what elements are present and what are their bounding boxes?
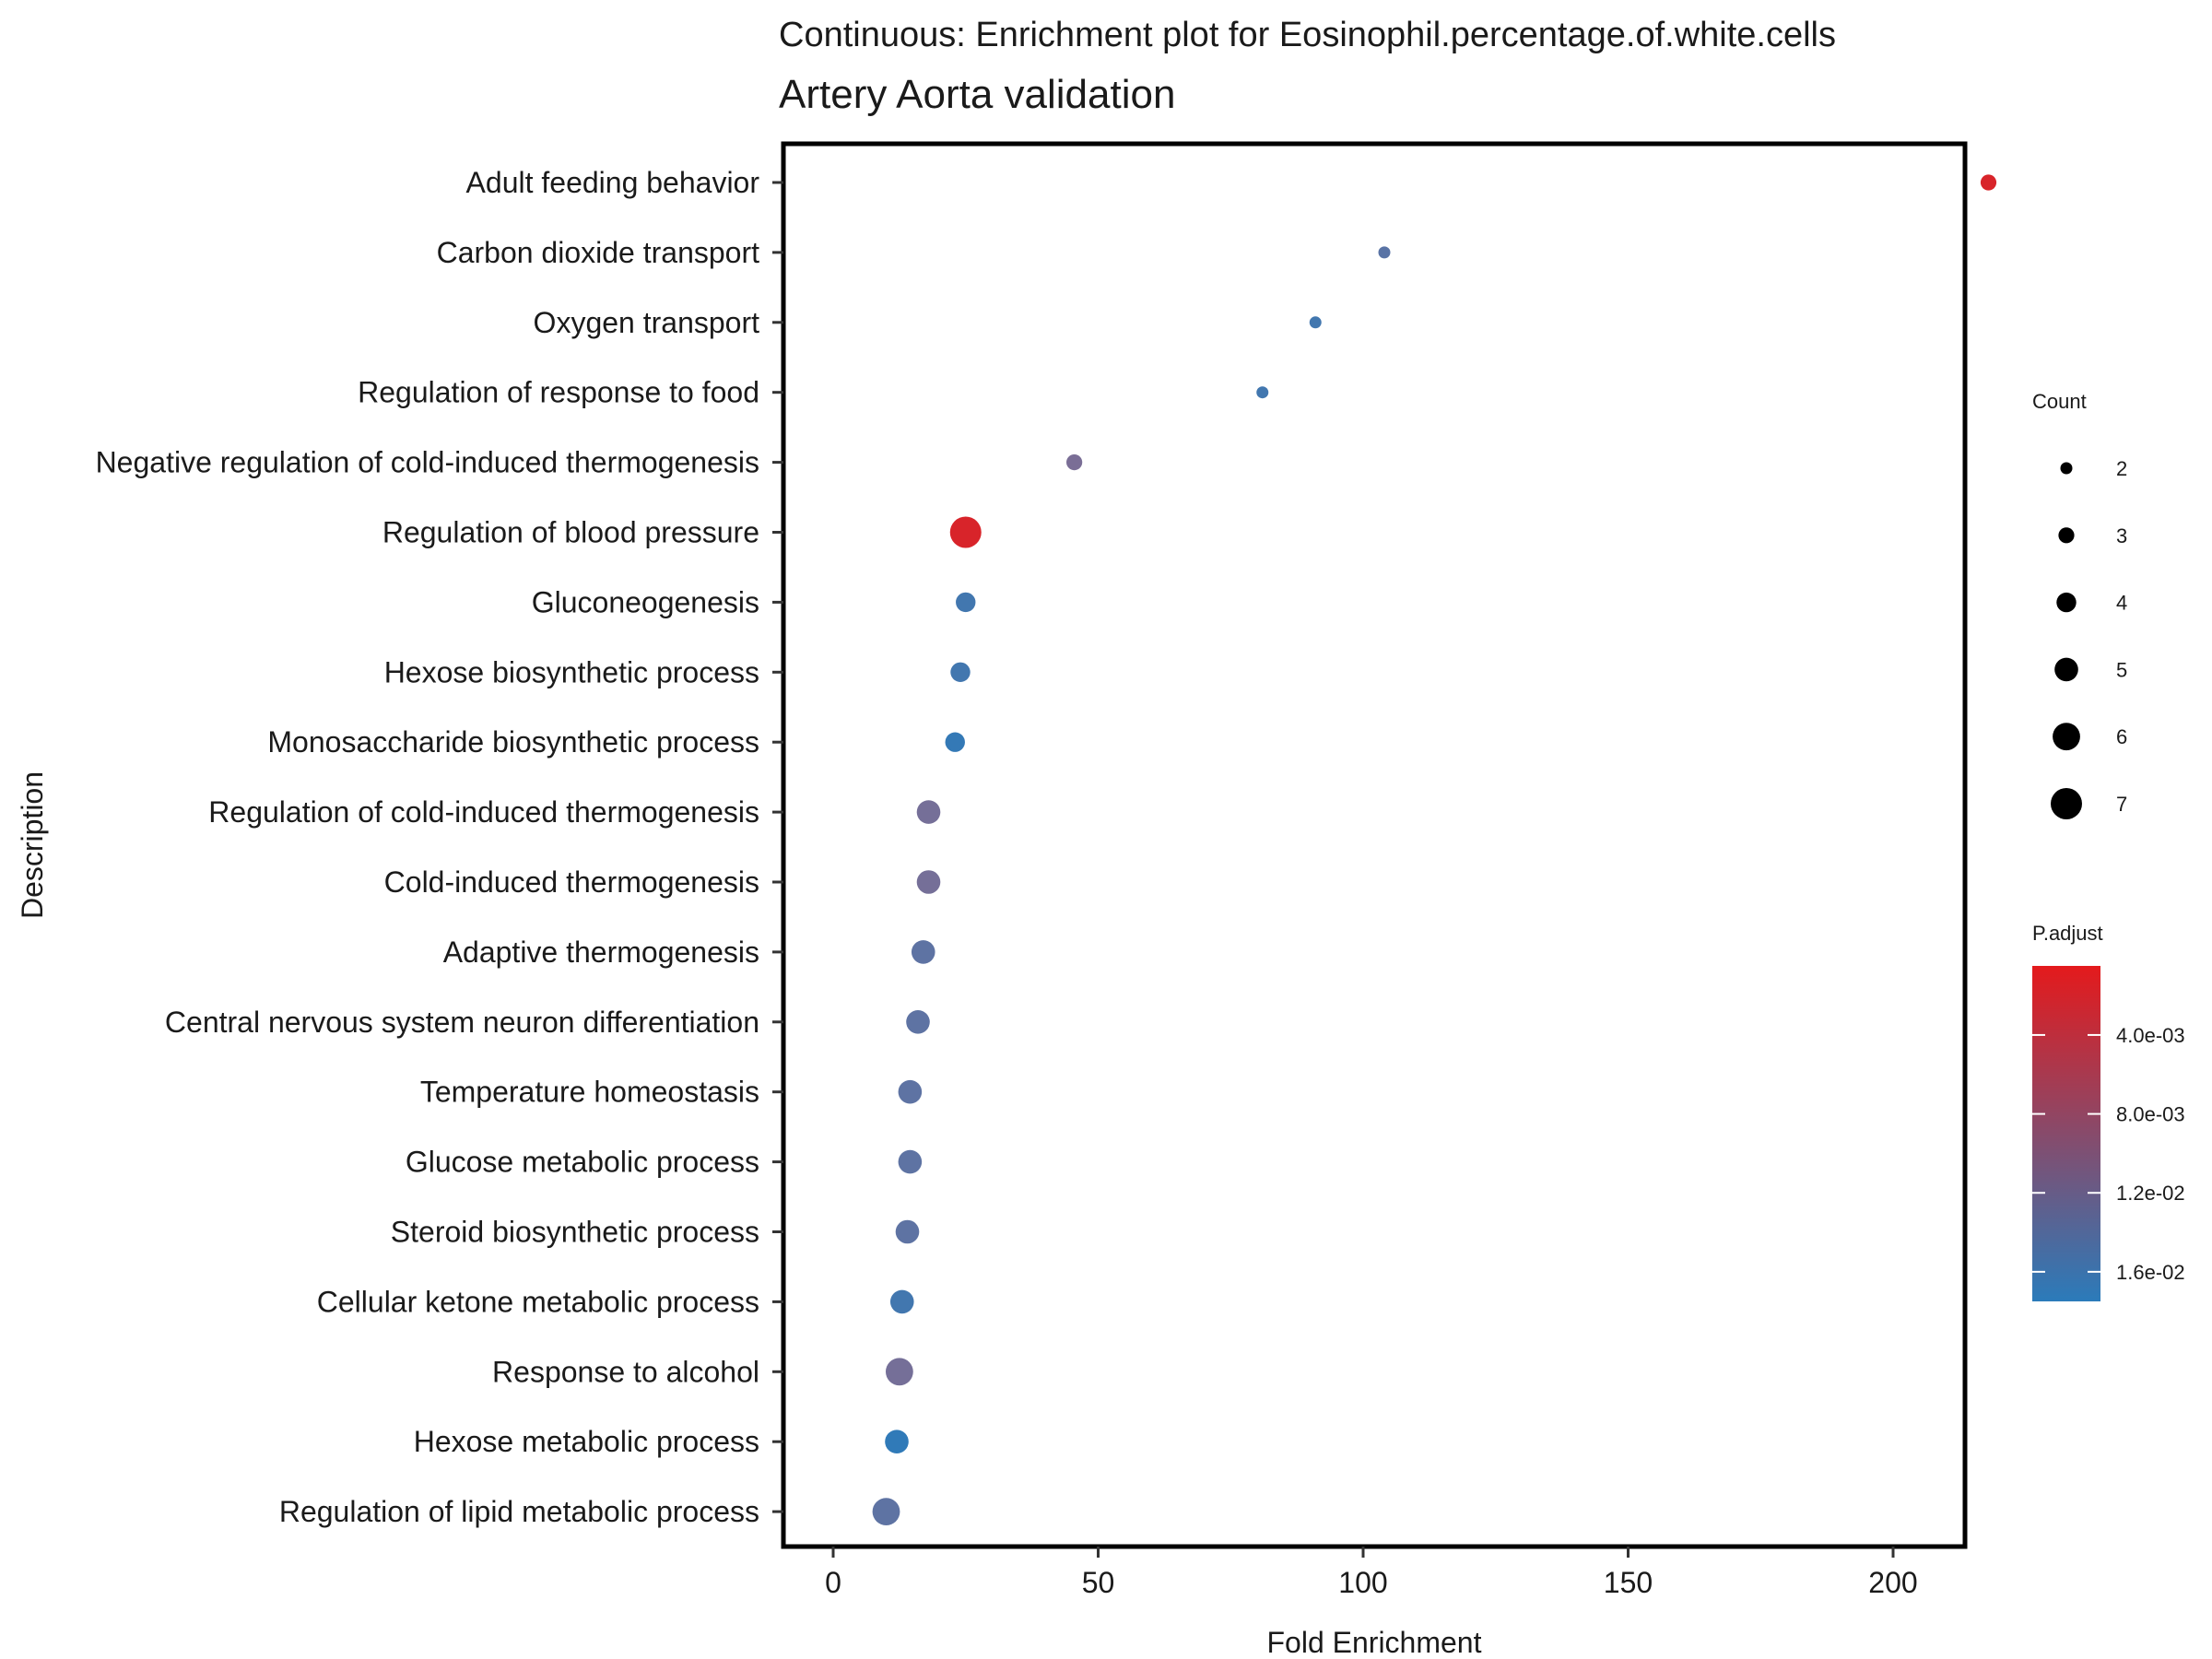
y-tick-label: Cellular ketone metabolic process (317, 1285, 759, 1318)
count-legend-title: Count (2032, 390, 2087, 413)
colorbar-tick-label: 8.0e-03 (2116, 1103, 2185, 1126)
data-point (1980, 174, 1997, 191)
count-legend-key (2056, 592, 2077, 613)
count-legend-key (2058, 527, 2075, 544)
y-tick-label: Regulation of lipid metabolic process (279, 1495, 759, 1528)
p-adjust-legend: P.adjust 4.0e-03 8.0e-03 1.2e-02 1.6e-02 (2032, 922, 2185, 1301)
y-tick-label: Hexose metabolic process (414, 1425, 759, 1458)
y-tick-label: Monosaccharide biosynthetic process (267, 725, 759, 759)
y-tick-label: Oxygen transport (534, 306, 760, 339)
y-tick-label: Adult feeding behavior (466, 166, 760, 199)
x-tick-label: 150 (1604, 1566, 1653, 1599)
count-legend-key (2060, 462, 2073, 475)
y-tick-label: Adaptive thermogenesis (443, 935, 759, 969)
data-point (898, 1149, 923, 1174)
p-adjust-legend-title: P.adjust (2032, 922, 2103, 945)
count-legend-key (2051, 788, 2082, 819)
y-tick-label: Cold-induced thermogenesis (384, 865, 759, 899)
count-legend-label: 4 (2116, 592, 2127, 615)
x-tick-label: 0 (825, 1566, 841, 1599)
chart-title: Continuous: Enrichment plot for Eosinoph… (779, 16, 1836, 54)
data-points (872, 174, 1997, 1525)
plot-panel (781, 141, 1968, 1549)
y-tick-label: Temperature homeostasis (420, 1076, 759, 1109)
x-axis: 0 50 100 150 200 (825, 1547, 1918, 1599)
y-tick-label: Regulation of response to food (358, 376, 759, 409)
colorbar-tick-label: 1.2e-02 (2116, 1182, 2185, 1205)
x-tick-label: 100 (1338, 1566, 1387, 1599)
data-point (872, 1498, 900, 1525)
data-point (949, 516, 982, 548)
chart-subtitle: Artery Aorta validation (779, 72, 1175, 117)
data-point (945, 732, 965, 752)
y-axis: Adult feeding behavior Carbon dioxide tra… (96, 166, 783, 1528)
count-legend-key (2054, 657, 2078, 682)
y-tick-label: Central nervous system neuron differenti… (165, 1006, 759, 1039)
y-tick-label: Regulation of cold-induced thermogenesis (208, 795, 759, 829)
y-tick-label: Regulation of blood pressure (382, 516, 759, 549)
count-legend-label: 5 (2116, 658, 2127, 681)
x-tick-label: 50 (1082, 1566, 1115, 1599)
data-point (898, 1079, 923, 1104)
colorbar-tick-label: 4.0e-03 (2116, 1024, 2185, 1047)
data-point (911, 940, 935, 964)
data-point (1066, 454, 1083, 471)
data-point (895, 1219, 920, 1244)
count-legend-label: 7 (2116, 793, 2127, 816)
data-point (885, 1358, 913, 1386)
y-tick-label: Gluconeogenesis (532, 585, 759, 618)
count-legend-label: 6 (2116, 725, 2127, 748)
data-point (885, 1430, 909, 1453)
y-axis-label: Description (16, 771, 49, 919)
count-legend-label: 3 (2116, 524, 2127, 547)
data-point (889, 1289, 914, 1314)
y-tick-label: Negative regulation of cold-induced ther… (96, 446, 759, 479)
y-tick-label: Carbon dioxide transport (437, 236, 760, 269)
x-tick-label: 200 (1868, 1566, 1917, 1599)
data-point (956, 592, 976, 613)
count-legend: Count 2 3 4 5 6 7 (2032, 390, 2127, 819)
x-axis-label: Fold Enrichment (1267, 1626, 1482, 1659)
data-point (950, 662, 971, 682)
y-tick-label: Steroid biosynthetic process (391, 1216, 759, 1249)
y-tick-label: Response to alcohol (492, 1355, 759, 1388)
y-tick-label: Glucose metabolic process (406, 1146, 759, 1179)
data-point (1309, 316, 1322, 329)
data-point (906, 1010, 930, 1034)
data-point (916, 870, 941, 894)
colorbar-tick-label: 1.6e-02 (2116, 1261, 2185, 1284)
data-point (916, 800, 941, 824)
count-legend-key (2053, 723, 2080, 751)
y-tick-label: Hexose biosynthetic process (384, 655, 759, 688)
data-point (1378, 246, 1391, 259)
p-adjust-colorbar (2032, 966, 2100, 1301)
data-point (1256, 386, 1269, 399)
count-legend-label: 2 (2116, 457, 2127, 480)
